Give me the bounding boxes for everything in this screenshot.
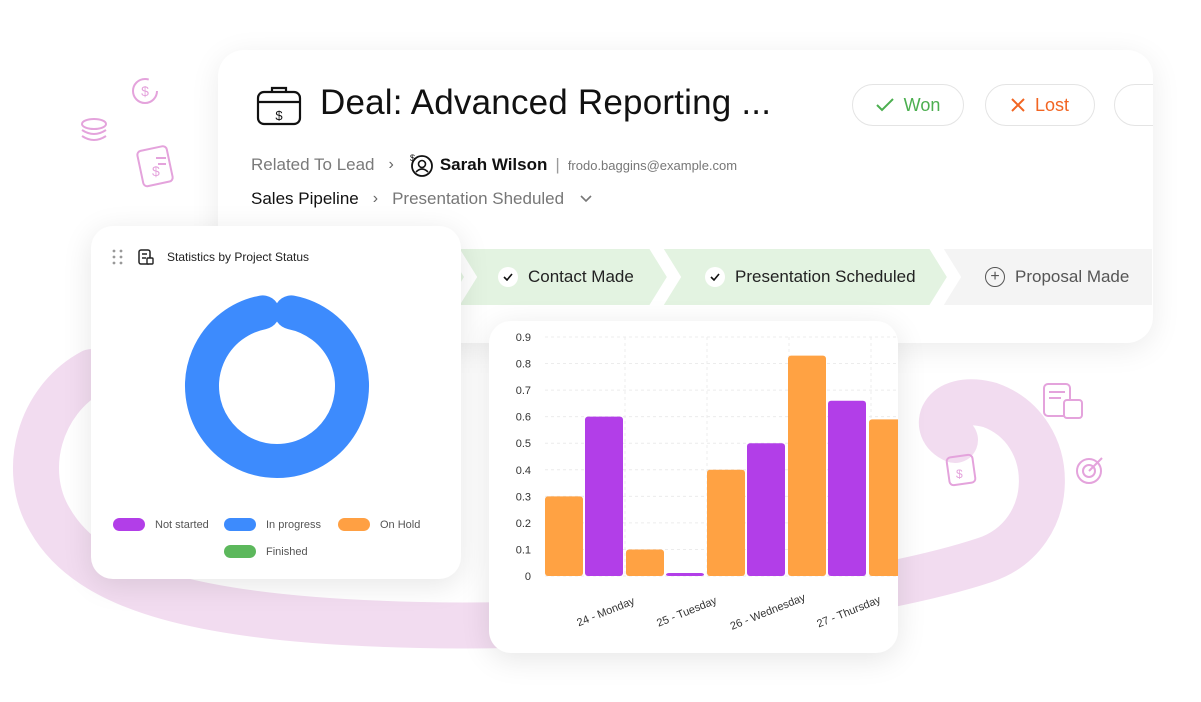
bar-chart-card: 0 0.1 0.2 0.3 0.4 0.5 0.6 0.7 0.8 0.9 24 - Monday 2… bbox=[489, 321, 898, 653]
legend-item[interactable]: In progress bbox=[224, 518, 321, 531]
legend-item[interactable]: On Hold bbox=[338, 518, 420, 531]
bar[interactable] bbox=[869, 419, 898, 576]
stage-label: Proposal Made bbox=[1015, 267, 1130, 286]
stage-label: Presentation Scheduled bbox=[735, 267, 916, 286]
x-tick-label: 26 - Wednesday bbox=[729, 592, 808, 633]
svg-text:$: $ bbox=[410, 153, 415, 163]
check-icon bbox=[705, 267, 725, 287]
check-icon bbox=[875, 98, 894, 112]
legend-label: On Hold bbox=[380, 518, 421, 531]
bar[interactable] bbox=[828, 400, 866, 576]
drag-handle-icon[interactable] bbox=[111, 248, 125, 266]
legend-item[interactable]: Not started bbox=[113, 518, 209, 531]
target-icon bbox=[1076, 457, 1103, 484]
bar[interactable] bbox=[666, 573, 704, 576]
stage-label: Contact Made bbox=[528, 267, 634, 286]
y-tick-label: 0.6 bbox=[516, 412, 531, 424]
bar[interactable] bbox=[707, 469, 745, 576]
stage-select[interactable]: Presentation Sheduled bbox=[392, 189, 565, 208]
lost-label: Lost bbox=[1034, 94, 1070, 115]
x-tick-label: 27 - Thursday bbox=[815, 594, 883, 631]
stage-proposal-made[interactable]: + Proposal Made bbox=[985, 248, 1129, 306]
chevron-down-icon[interactable] bbox=[580, 195, 592, 203]
stats-header: Statistics by Project Status bbox=[111, 248, 309, 266]
won-label: Won bbox=[903, 94, 941, 115]
lead-name-link[interactable]: Sarah Wilson bbox=[439, 155, 548, 174]
related-label: Related To Lead bbox=[251, 155, 375, 174]
lead-email: frodo.baggins@example.com bbox=[567, 157, 738, 173]
wallet-dollar-icon: $ bbox=[945, 453, 977, 487]
bar[interactable] bbox=[626, 549, 664, 576]
y-tick-label: 0.4 bbox=[516, 465, 531, 477]
report-icon bbox=[138, 249, 154, 265]
divider: | bbox=[555, 155, 560, 174]
x-tick-label: 24 - Monday bbox=[575, 595, 637, 629]
deal-title: Deal: Advanced Reporting ... bbox=[320, 83, 772, 122]
bar-chart: 0 0.1 0.2 0.3 0.4 0.5 0.6 0.7 0.8 0.9 24 - Monday 2… bbox=[516, 332, 898, 633]
check-icon bbox=[498, 267, 518, 287]
legend-label: Finished bbox=[266, 545, 308, 558]
bar[interactable] bbox=[585, 416, 623, 576]
legend-item[interactable]: Finished bbox=[224, 545, 308, 558]
y-tick-label: 0.1 bbox=[516, 544, 531, 556]
legend-label: In progress bbox=[266, 518, 322, 531]
lead-avatar-icon: $ bbox=[410, 153, 433, 177]
briefcase-dollar-icon: $ bbox=[256, 86, 302, 126]
lost-button[interactable]: Lost bbox=[985, 84, 1095, 126]
svg-text:$: $ bbox=[275, 108, 283, 123]
calculator-doc-icon bbox=[1043, 383, 1083, 419]
svg-text:$: $ bbox=[956, 467, 963, 481]
stage-presentation-scheduled[interactable]: Presentation Scheduled bbox=[705, 248, 916, 306]
donut-chart bbox=[185, 295, 369, 478]
bar[interactable] bbox=[747, 443, 785, 576]
svg-text:$: $ bbox=[141, 83, 149, 99]
y-tick-label: 0.9 bbox=[516, 332, 531, 344]
x-tick-label: 25 - Tuesday bbox=[655, 595, 719, 630]
legend-swatch bbox=[224, 518, 256, 531]
chevron-right-icon: › bbox=[388, 156, 394, 173]
related-lead-row: Related To Lead › $ Sarah Wilson | frodo… bbox=[251, 152, 737, 178]
legend-label: Not started bbox=[155, 518, 209, 531]
invoice-dollar-icon: $ bbox=[136, 145, 174, 188]
y-tick-label: 0.8 bbox=[516, 359, 531, 371]
chevron-right-icon: › bbox=[372, 190, 379, 207]
stats-title: Statistics by Project Status bbox=[167, 250, 310, 264]
stats-card: Statistics by Project Status Not started… bbox=[91, 226, 461, 579]
bar[interactable] bbox=[788, 355, 826, 576]
bar[interactable] bbox=[545, 496, 583, 576]
more-actions-button[interactable] bbox=[1114, 84, 1153, 126]
legend-swatch bbox=[338, 518, 370, 531]
legend-swatch bbox=[224, 545, 256, 558]
coins-icon bbox=[81, 118, 107, 141]
close-icon bbox=[1011, 98, 1025, 112]
pipeline-label[interactable]: Sales Pipeline bbox=[251, 189, 359, 208]
svg-text:$: $ bbox=[152, 163, 160, 179]
y-tick-label: 0.3 bbox=[516, 491, 531, 503]
y-tick-label: 0.7 bbox=[516, 385, 531, 397]
stage-contact-made[interactable]: Contact Made bbox=[498, 248, 634, 306]
dollar-refresh-icon: $ bbox=[132, 78, 158, 104]
donut-slice-in-progress[interactable] bbox=[185, 295, 369, 478]
legend-swatch bbox=[113, 518, 145, 531]
stats-legend: Not started In progress On Hold Finished bbox=[91, 516, 461, 576]
y-tick-label: 0 bbox=[525, 571, 531, 583]
y-tick-label: 0.2 bbox=[516, 518, 531, 530]
plus-circle-icon: + bbox=[985, 267, 1005, 287]
y-tick-label: 0.5 bbox=[516, 438, 531, 450]
pipeline-row: Sales Pipeline › Presentation Sheduled bbox=[251, 189, 592, 209]
won-button[interactable]: Won bbox=[852, 84, 964, 126]
